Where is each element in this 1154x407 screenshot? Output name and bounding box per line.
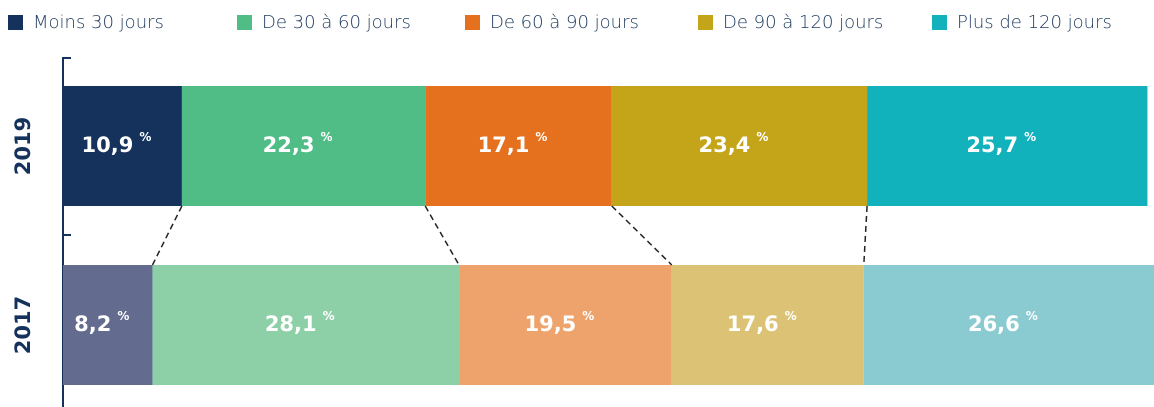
value-label: 17,6% <box>727 309 797 337</box>
value-number: 17,1 <box>478 133 530 157</box>
legend-swatch <box>237 15 252 30</box>
value-number: 10,9 <box>82 133 134 157</box>
value-unit: % <box>117 309 129 323</box>
value-label: 23,4% <box>698 130 768 158</box>
bar-segment <box>459 265 672 385</box>
value-unit: % <box>320 130 332 144</box>
value-number: 22,3 <box>263 133 315 157</box>
value-number: 19,5 <box>524 312 576 336</box>
category-label: 2019 <box>11 117 35 175</box>
legend-swatch <box>932 15 947 30</box>
connector <box>424 205 460 266</box>
value-label: 28,1% <box>265 309 335 337</box>
value-unit: % <box>756 130 768 144</box>
value-label: 10,9% <box>82 130 152 158</box>
legend-label: De 30 à 60 jours <box>262 12 411 33</box>
value-unit: % <box>323 309 335 323</box>
value-unit: % <box>582 309 594 323</box>
value-unit: % <box>535 130 547 144</box>
value-unit: % <box>139 130 151 144</box>
value-number: 17,6 <box>727 312 779 336</box>
value-unit: % <box>1026 309 1038 323</box>
value-label: 22,3% <box>263 130 333 158</box>
legend-label: Plus de 120 jours <box>957 12 1112 33</box>
legend-label: Moins 30 jours <box>33 12 164 33</box>
bar-segment <box>671 265 864 385</box>
bar-segment <box>152 265 460 385</box>
legend-swatch <box>698 15 713 30</box>
bar-segment <box>425 86 612 206</box>
value-number: 8,2 <box>74 312 111 336</box>
value-unit: % <box>785 309 797 323</box>
legend-label: De 90 à 120 jours <box>723 12 883 33</box>
value-label: 26,6% <box>968 309 1038 337</box>
connector <box>863 205 868 266</box>
value-label: 17,1% <box>478 130 548 158</box>
legend-swatch <box>465 15 480 30</box>
bar-segment <box>63 265 153 385</box>
bar-segment <box>611 86 868 206</box>
bar-segment <box>181 86 426 206</box>
category-label: 2017 <box>11 296 35 354</box>
bar-segment <box>63 86 182 206</box>
legend-label: De 60 à 90 jours <box>490 12 639 33</box>
value-number: 23,4 <box>698 133 750 157</box>
value-label: 8,2% <box>74 309 129 337</box>
connector <box>611 205 673 266</box>
value-number: 25,7 <box>966 133 1018 157</box>
connector <box>151 205 183 266</box>
legend-swatch <box>8 15 23 30</box>
value-label: 25,7% <box>966 130 1036 158</box>
value-number: 28,1 <box>265 312 317 336</box>
value-unit: % <box>1024 130 1036 144</box>
bar-segment <box>867 86 1148 206</box>
value-label: 19,5% <box>524 309 594 337</box>
value-number: 26,6 <box>968 312 1020 336</box>
bar-segment <box>863 265 1154 385</box>
